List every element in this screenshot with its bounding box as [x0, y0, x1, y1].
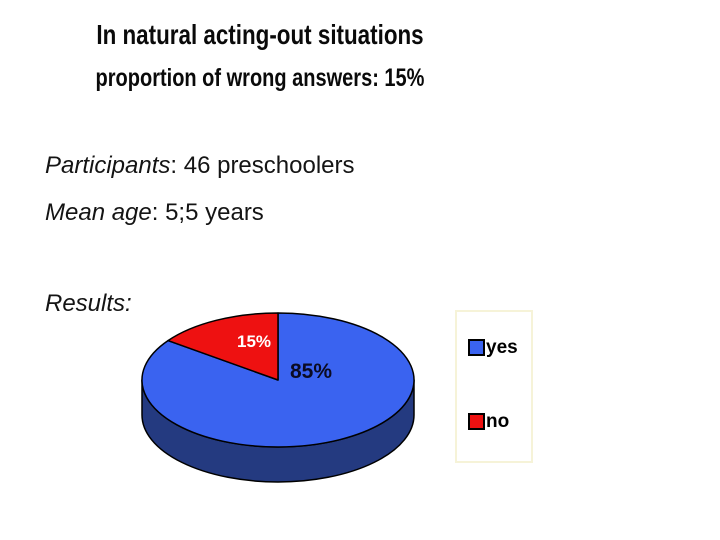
pie-slices-group	[141, 312, 415, 483]
legend-swatch-yes	[468, 339, 485, 356]
pie-chart: 85% 15%	[125, 295, 445, 505]
participants-line: Participants: 46 preschoolers	[45, 152, 355, 180]
pie-label-no: 15%	[237, 332, 271, 351]
results-label: Results:	[45, 290, 132, 317]
legend-item-no: no	[468, 412, 509, 431]
participants-label: Participants	[45, 152, 171, 179]
mean-age-value: : 5;5 years	[151, 199, 264, 226]
slide-title: In natural acting-out situations proport…	[30, 19, 490, 93]
pie-slice-no	[167, 312, 279, 381]
title-line-2: proportion of wrong answers: 15%	[95, 64, 425, 92]
chart-legend: yes no	[455, 310, 533, 463]
mean-age-line: Mean age: 5;5 years	[45, 199, 264, 227]
pie-chart-svg: 85% 15%	[141, 312, 415, 483]
title-line-1: In natural acting-out situations	[96, 19, 424, 50]
participants-value: : 46 preschoolers	[170, 152, 355, 179]
legend-label-no: no	[486, 411, 510, 432]
mean-age-label: Mean age	[45, 199, 152, 226]
results-heading: Results:	[45, 290, 132, 318]
pie-label-yes: 85%	[290, 360, 332, 383]
legend-item-yes: yes	[468, 338, 518, 357]
legend-label-yes: yes	[486, 337, 518, 358]
legend-swatch-no	[468, 413, 485, 430]
